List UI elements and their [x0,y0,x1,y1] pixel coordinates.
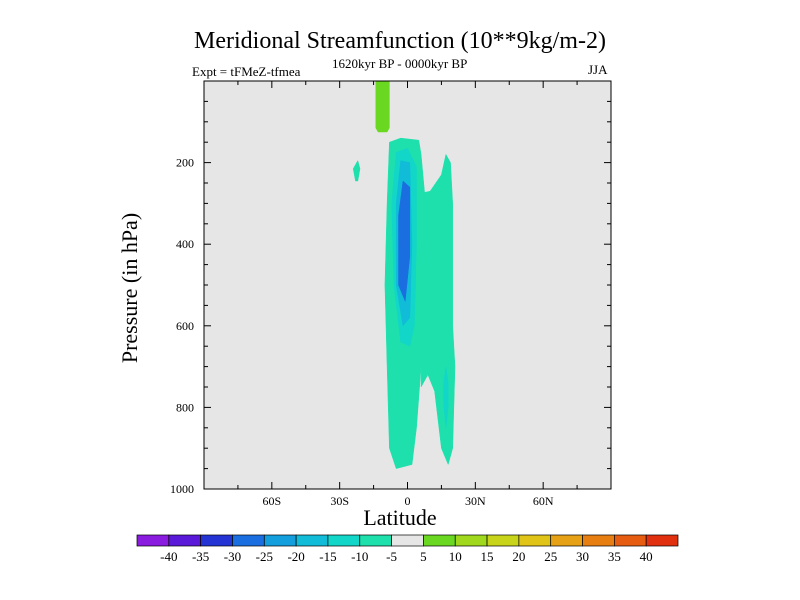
colorbar-label: 25 [544,549,557,564]
contour-negative-north-inner [443,366,449,429]
colorbar-label: 40 [640,549,653,564]
y-tick-label: 400 [176,237,194,251]
colorbar-swatch [136,534,170,547]
colorbar-label: 15 [481,549,494,564]
time-range-label: 1620kyr BP - 0000kyr BP [332,56,468,71]
colorbar-swatch [614,534,647,547]
colorbar-swatch [645,534,679,547]
colorbar-label: 30 [576,549,589,564]
x-tick-label: 30N [465,494,486,508]
colorbar-swatch [295,534,329,547]
colorbar-label: -35 [192,549,209,564]
colorbar-label: 10 [449,549,462,564]
colorbar-swatch [423,534,456,547]
colorbar-swatch [454,534,488,547]
colorbar-swatch [168,534,201,547]
x-axis-label: Latitude [363,505,437,530]
colorbar-swatch [391,534,424,547]
colorbar-swatch [550,534,583,547]
colorbar-swatch [327,534,361,547]
chart-title: Meridional Streamfunction (10**9kg/m-2) [194,28,606,54]
colorbar-label: -10 [351,549,368,564]
x-tick-label: 0 [405,494,411,508]
colorbar-swatch [232,534,265,547]
colorbar-label: 35 [608,549,621,564]
colorbar-label: -15 [319,549,336,564]
contour-negative-core-center [398,180,411,302]
colorbar-label: -30 [224,549,241,564]
colorbar-swatch [518,534,552,547]
y-tick-label: 800 [176,400,194,414]
x-tick-label: 30S [330,494,349,508]
y-tick-label: 1000 [170,482,194,496]
colorbar-label: 20 [512,549,525,564]
colorbar-label: -20 [287,549,304,564]
experiment-label: Expt = tFMeZ-tfmea [192,64,301,79]
x-tick-label: 60N [533,494,554,508]
colorbar-label: -25 [256,549,273,564]
y-tick-label: 600 [176,319,194,333]
colorbar-label: -40 [160,549,177,564]
colorbar-swatch [263,534,297,547]
y-tick-label: 200 [176,156,194,170]
colorbar-swatch [200,534,233,547]
season-label: JJA [588,62,608,77]
x-tick-label: 60S [262,494,281,508]
contour-negative-small-patch [352,160,361,182]
contour-positive-upper-column [375,81,390,133]
colorbar-swatch [359,534,392,547]
colorbar-label: 5 [420,549,427,564]
colorbar-swatch [486,534,520,547]
colorbar-label: -5 [386,549,397,564]
colorbar-swatch [582,534,615,547]
